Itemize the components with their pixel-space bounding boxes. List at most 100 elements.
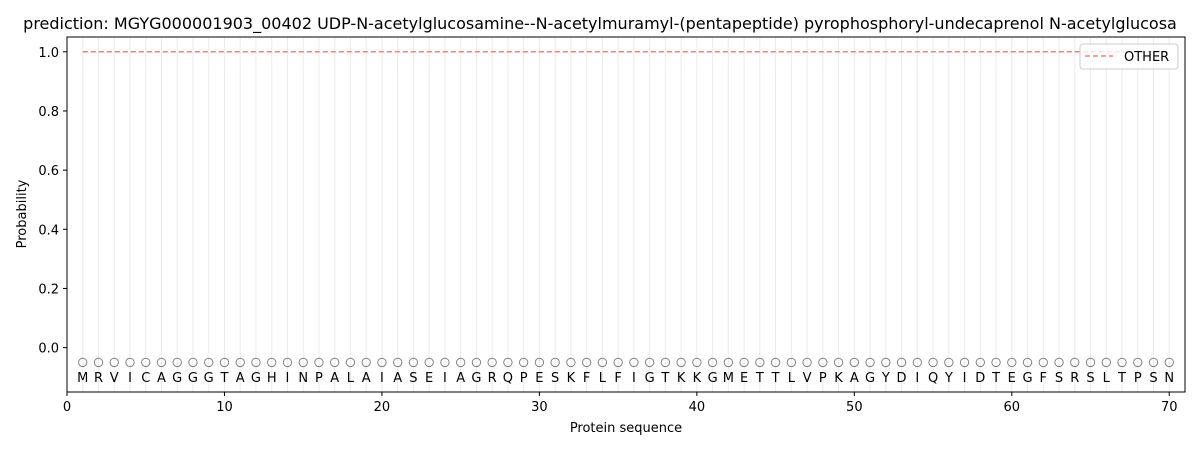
residue-letter: V — [110, 371, 119, 386]
residue-marker — [1117, 357, 1127, 368]
x-tick-label: 50 — [846, 400, 863, 415]
residue-letter: I — [128, 371, 132, 386]
residue-marker — [1038, 357, 1048, 368]
residue-letter: G — [1022, 371, 1032, 386]
residue-marker — [566, 357, 576, 368]
residue-letter: G — [172, 371, 182, 386]
residue-letter: G — [645, 371, 655, 386]
residue-marker — [267, 357, 277, 368]
residue-letter: S — [409, 371, 417, 386]
residue-letter: T — [755, 371, 764, 386]
residue-letter: T — [991, 371, 1000, 386]
residue-marker — [723, 357, 734, 368]
residue-marker — [1007, 357, 1017, 368]
residue-letter: E — [535, 371, 543, 386]
residue-letter: G — [188, 371, 198, 386]
residue-marker — [770, 357, 781, 368]
x-tick-label: 30 — [531, 400, 548, 415]
residue-marker — [471, 357, 482, 368]
x-tick-label: 40 — [689, 400, 706, 415]
y-tick-label: 0.6 — [38, 164, 59, 179]
markers-layer — [78, 357, 1174, 368]
residue-marker — [818, 357, 828, 368]
residue-marker — [377, 357, 387, 368]
residue-marker — [1101, 357, 1111, 368]
residue-letter: T — [219, 371, 228, 386]
residue-letter: A — [330, 371, 339, 386]
residue-letter: I — [632, 371, 636, 386]
residue-letter: T — [771, 371, 780, 386]
residue-letter: E — [425, 371, 433, 386]
residue-letter: E — [740, 371, 748, 386]
residue-letter: T — [1117, 371, 1126, 386]
residue-letter: D — [975, 371, 985, 386]
residue-marker — [1022, 357, 1033, 368]
residue-letter: R — [94, 371, 103, 386]
residue-letter: S — [1149, 371, 1157, 386]
residue-marker — [392, 357, 403, 368]
residue-marker — [109, 357, 119, 368]
residue-marker — [141, 357, 151, 368]
residue-letter: R — [1070, 371, 1079, 386]
residue-letter: A — [157, 371, 166, 386]
residue-marker — [251, 357, 261, 368]
residue-letter: F — [614, 371, 621, 386]
x-tick-label: 70 — [1161, 400, 1178, 415]
residue-marker — [188, 357, 198, 368]
residue-letter: N — [298, 371, 308, 386]
residue-letter: A — [850, 371, 859, 386]
residue-marker — [1054, 357, 1064, 368]
residue-letter: S — [1055, 371, 1063, 386]
residue-letter: I — [915, 371, 919, 386]
residue-marker — [833, 357, 844, 368]
residue-marker — [755, 357, 765, 368]
residue-marker — [93, 357, 104, 368]
residue-marker — [944, 357, 954, 368]
residue-marker — [298, 357, 308, 368]
residue-letter: G — [204, 371, 214, 386]
residue-marker — [881, 357, 891, 368]
residue-marker — [660, 357, 671, 368]
residue-letter: A — [393, 371, 402, 386]
residue-letter: V — [803, 371, 812, 386]
residue-letter: L — [1103, 371, 1111, 386]
residue-marker — [550, 357, 560, 368]
residue-marker — [455, 357, 466, 368]
residue-letter: E — [1008, 371, 1016, 386]
residue-letter: L — [347, 371, 355, 386]
residue-marker — [739, 357, 749, 368]
y-tick-label: 0.4 — [38, 223, 59, 238]
y-tick-label: 0.2 — [38, 282, 59, 297]
residue-letter: Y — [944, 371, 953, 386]
residue-marker — [1164, 357, 1174, 368]
residue-letter: P — [315, 371, 323, 386]
residue-marker — [613, 357, 623, 368]
residue-marker — [597, 357, 608, 368]
residue-letter: A — [362, 371, 371, 386]
residue-letter: A — [236, 371, 245, 386]
residue-marker — [518, 357, 529, 368]
y-axis-label: Probability — [15, 179, 30, 248]
residue-letter: C — [141, 371, 150, 386]
chart-title: prediction: MGYG000001903_00402 UDP-N-ac… — [23, 14, 1177, 34]
residue-marker — [440, 357, 450, 368]
legend-box — [1079, 43, 1179, 70]
residue-marker — [802, 357, 812, 368]
residue-letter: Q — [928, 371, 938, 386]
residue-letter: P — [1134, 371, 1142, 386]
residue-marker — [707, 357, 718, 368]
residue-letter: M — [77, 371, 88, 386]
residue-marker — [991, 357, 1001, 368]
residue-letter: G — [865, 371, 875, 386]
x-tick-label: 60 — [1004, 400, 1021, 415]
residue-letter: F — [583, 371, 590, 386]
residue-marker — [361, 357, 371, 368]
residue-letter: Q — [503, 371, 513, 386]
residue-marker — [487, 357, 497, 368]
grid — [82, 37, 1170, 392]
residue-letter: Y — [881, 371, 890, 386]
residue-letter: S — [1086, 371, 1094, 386]
residue-marker — [156, 357, 167, 368]
x-axis-label: Protein sequence — [570, 421, 682, 436]
residue-letter: T — [660, 371, 669, 386]
